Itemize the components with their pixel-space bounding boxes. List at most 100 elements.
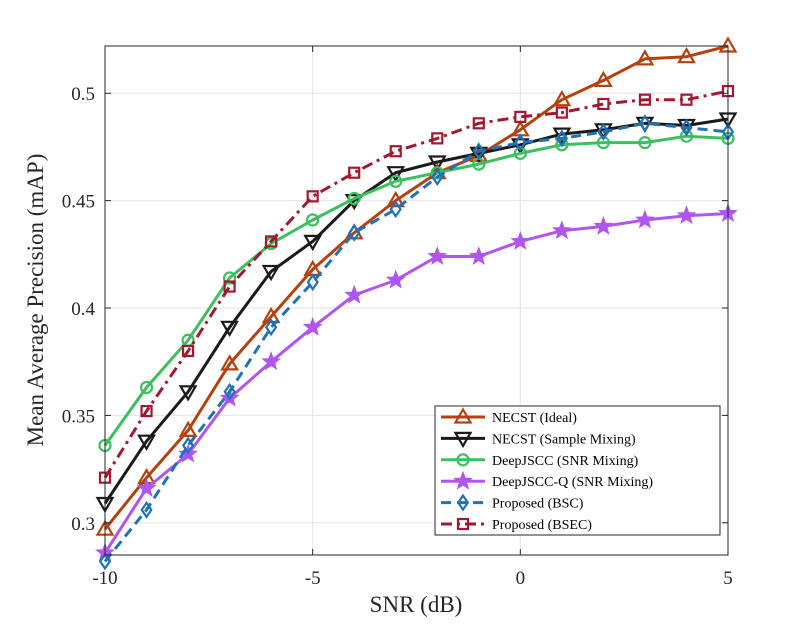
data-point bbox=[680, 118, 693, 137]
legend-entry: NECST (Ideal) bbox=[441, 407, 577, 426]
data-point bbox=[555, 129, 569, 148]
data-point bbox=[181, 344, 195, 358]
legend-label: DeepJSCC (SNR Mixing) bbox=[492, 454, 639, 469]
data-point bbox=[638, 114, 652, 133]
data-point bbox=[386, 190, 406, 208]
data-point bbox=[344, 284, 365, 304]
data-point bbox=[223, 382, 236, 401]
data-point bbox=[261, 351, 282, 371]
legend: NECST (Ideal) NECST (Sample Mixing) DeepJS… bbox=[434, 405, 721, 536]
data-point bbox=[220, 354, 240, 371]
series-line bbox=[103, 212, 729, 554]
series-group bbox=[95, 36, 738, 571]
data-point bbox=[139, 380, 154, 395]
legend-label: DeepJSCC-Q (SNR Mixing) bbox=[492, 475, 653, 490]
series-line bbox=[103, 121, 729, 563]
data-point bbox=[140, 500, 153, 519]
legend-marker bbox=[456, 517, 470, 531]
x-tick-label: 0 bbox=[516, 568, 526, 589]
data-point bbox=[385, 269, 406, 289]
data-point bbox=[302, 316, 323, 336]
legend-marker bbox=[453, 407, 473, 424]
data-point bbox=[552, 89, 572, 107]
data-point bbox=[389, 200, 402, 219]
data-point bbox=[98, 552, 112, 571]
data-point bbox=[468, 246, 489, 265]
data-point bbox=[593, 215, 614, 235]
data-point bbox=[635, 209, 655, 229]
series-proposed-bsc bbox=[98, 114, 735, 571]
data-point bbox=[431, 168, 444, 186]
x-tick-label: 5 bbox=[723, 568, 733, 589]
data-point bbox=[510, 230, 531, 250]
data-point bbox=[514, 110, 527, 123]
data-point bbox=[220, 320, 240, 338]
legend-entry: NECST (Sample Mixing) bbox=[441, 431, 636, 449]
data-point bbox=[223, 271, 237, 285]
y-tick-label: 0.35 bbox=[62, 406, 95, 427]
legend-entry: DeepJSCC-Q (SNR Mixing) bbox=[441, 470, 653, 490]
data-point bbox=[472, 142, 485, 161]
y-tick-label: 0.4 bbox=[71, 299, 95, 320]
x-axis-title: SNR (dB) bbox=[370, 592, 463, 617]
data-point bbox=[264, 318, 278, 337]
legend-marker bbox=[453, 470, 473, 490]
data-point bbox=[638, 93, 652, 106]
data-point bbox=[265, 235, 278, 248]
data-point bbox=[178, 385, 198, 402]
data-point bbox=[348, 166, 361, 179]
data-point bbox=[597, 122, 610, 141]
y-axis-title: Mean Average Precision (mAP) bbox=[23, 154, 48, 447]
data-point bbox=[635, 49, 655, 66]
data-point bbox=[676, 205, 697, 225]
data-point bbox=[389, 145, 402, 158]
data-point bbox=[597, 97, 610, 111]
data-point bbox=[140, 405, 153, 418]
data-point bbox=[178, 420, 198, 437]
data-point bbox=[136, 477, 157, 497]
data-point bbox=[223, 280, 236, 293]
data-point bbox=[181, 436, 195, 455]
data-point bbox=[593, 70, 613, 88]
data-point bbox=[303, 234, 323, 252]
y-tick-label: 0.3 bbox=[71, 514, 95, 535]
legend-label: NECST (Sample Mixing) bbox=[492, 432, 636, 447]
legend-entry: Proposed (BSC) bbox=[441, 493, 584, 512]
data-point bbox=[638, 136, 652, 150]
series-line bbox=[103, 44, 729, 531]
legend-label: Proposed (BSEC) bbox=[492, 518, 592, 533]
legend-label: Proposed (BSC) bbox=[492, 497, 584, 512]
y-tick-label: 0.5 bbox=[71, 84, 95, 105]
data-point bbox=[679, 129, 694, 143]
data-point bbox=[555, 106, 568, 119]
data-point bbox=[551, 220, 572, 240]
x-tick-label: -5 bbox=[305, 568, 321, 589]
x-tick-label: -10 bbox=[92, 568, 117, 589]
legend-marker bbox=[453, 431, 473, 449]
data-point bbox=[386, 166, 406, 183]
data-point bbox=[427, 155, 447, 172]
data-point bbox=[389, 174, 403, 188]
legend-label: NECST (Ideal) bbox=[492, 411, 577, 426]
data-point bbox=[431, 132, 444, 145]
series-line bbox=[103, 134, 729, 447]
legend-entry: Proposed (BSEC) bbox=[441, 517, 592, 533]
plot-frame bbox=[104, 45, 729, 556]
data-point bbox=[306, 273, 319, 292]
data-point bbox=[137, 434, 156, 451]
data-point bbox=[306, 213, 320, 227]
data-point bbox=[472, 117, 485, 130]
legend-marker bbox=[456, 453, 470, 467]
data-point bbox=[677, 46, 696, 64]
data-point bbox=[261, 264, 281, 282]
legend-entry: DeepJSCC (SNR Mixing) bbox=[441, 453, 639, 469]
data-point bbox=[348, 223, 361, 242]
legend-marker bbox=[456, 493, 470, 512]
legend-box bbox=[434, 405, 721, 536]
data-point bbox=[306, 190, 319, 203]
data-point bbox=[347, 191, 361, 206]
data-point bbox=[680, 93, 693, 106]
data-point bbox=[514, 133, 527, 152]
series-line bbox=[103, 89, 729, 479]
